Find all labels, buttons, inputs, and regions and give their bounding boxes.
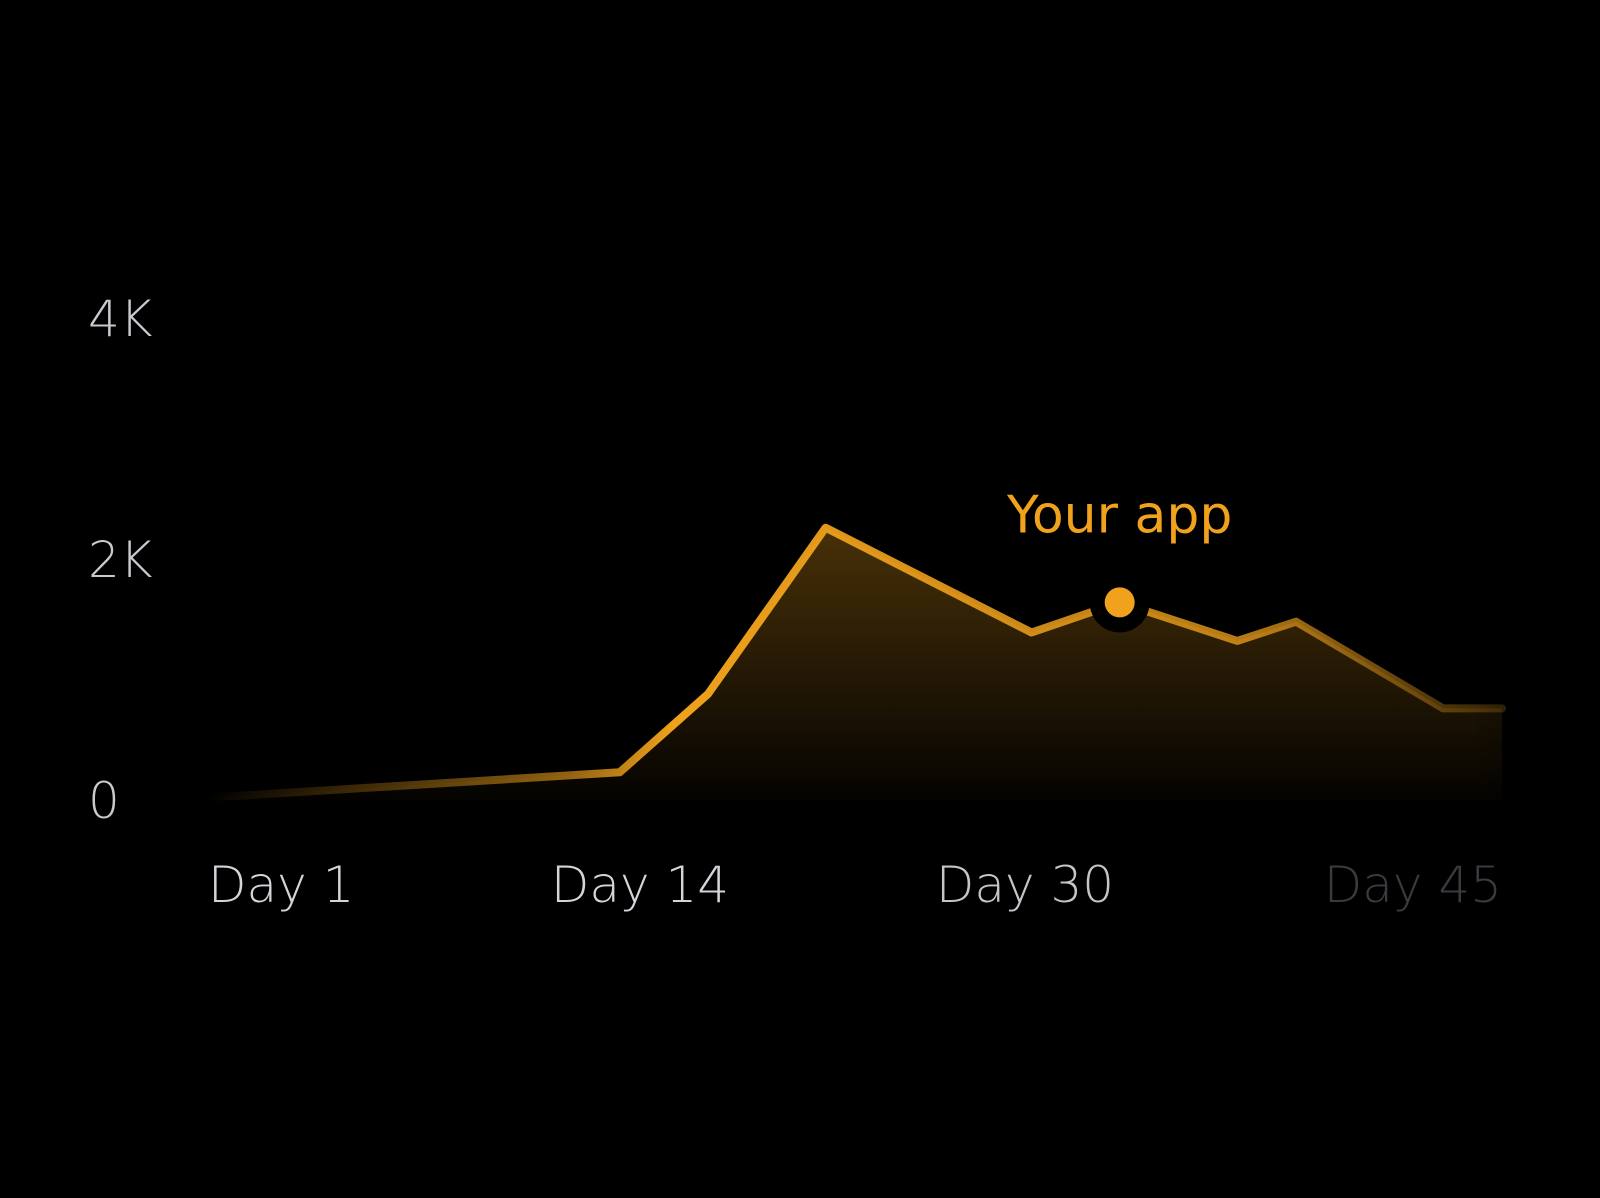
x-tick-label: Day 14: [551, 856, 729, 914]
data-point: [1439, 704, 1447, 712]
series-line: [204, 523, 1506, 802]
line-layer: [204, 523, 1506, 802]
highlight-marker[interactable]: [1104, 587, 1135, 618]
data-point: [204, 794, 212, 802]
x-tick-label: Day 45: [1324, 856, 1502, 914]
data-point: [616, 768, 624, 776]
data-point: [1292, 618, 1300, 626]
series-label: Your app: [1006, 485, 1232, 545]
y-axis-ticks: 0 2K 4K: [88, 290, 153, 830]
x-tick-label: Day 1: [208, 856, 354, 914]
series-area: [208, 527, 1502, 800]
y-tick-label: 2K: [88, 531, 153, 589]
data-point: [1027, 629, 1035, 637]
data-point: [704, 690, 712, 698]
y-tick-label: 4K: [88, 290, 153, 348]
area-layer: [208, 527, 1502, 800]
data-point: [1233, 637, 1241, 645]
marker-layer: Your app: [204, 485, 1506, 802]
data-point: [822, 524, 830, 532]
y-tick-label: 0: [88, 772, 120, 830]
x-axis-ticks: Day 1 Day 14 Day 30 Day 45: [208, 856, 1502, 914]
data-point: [1498, 704, 1506, 712]
x-tick-label: Day 30: [936, 856, 1114, 914]
